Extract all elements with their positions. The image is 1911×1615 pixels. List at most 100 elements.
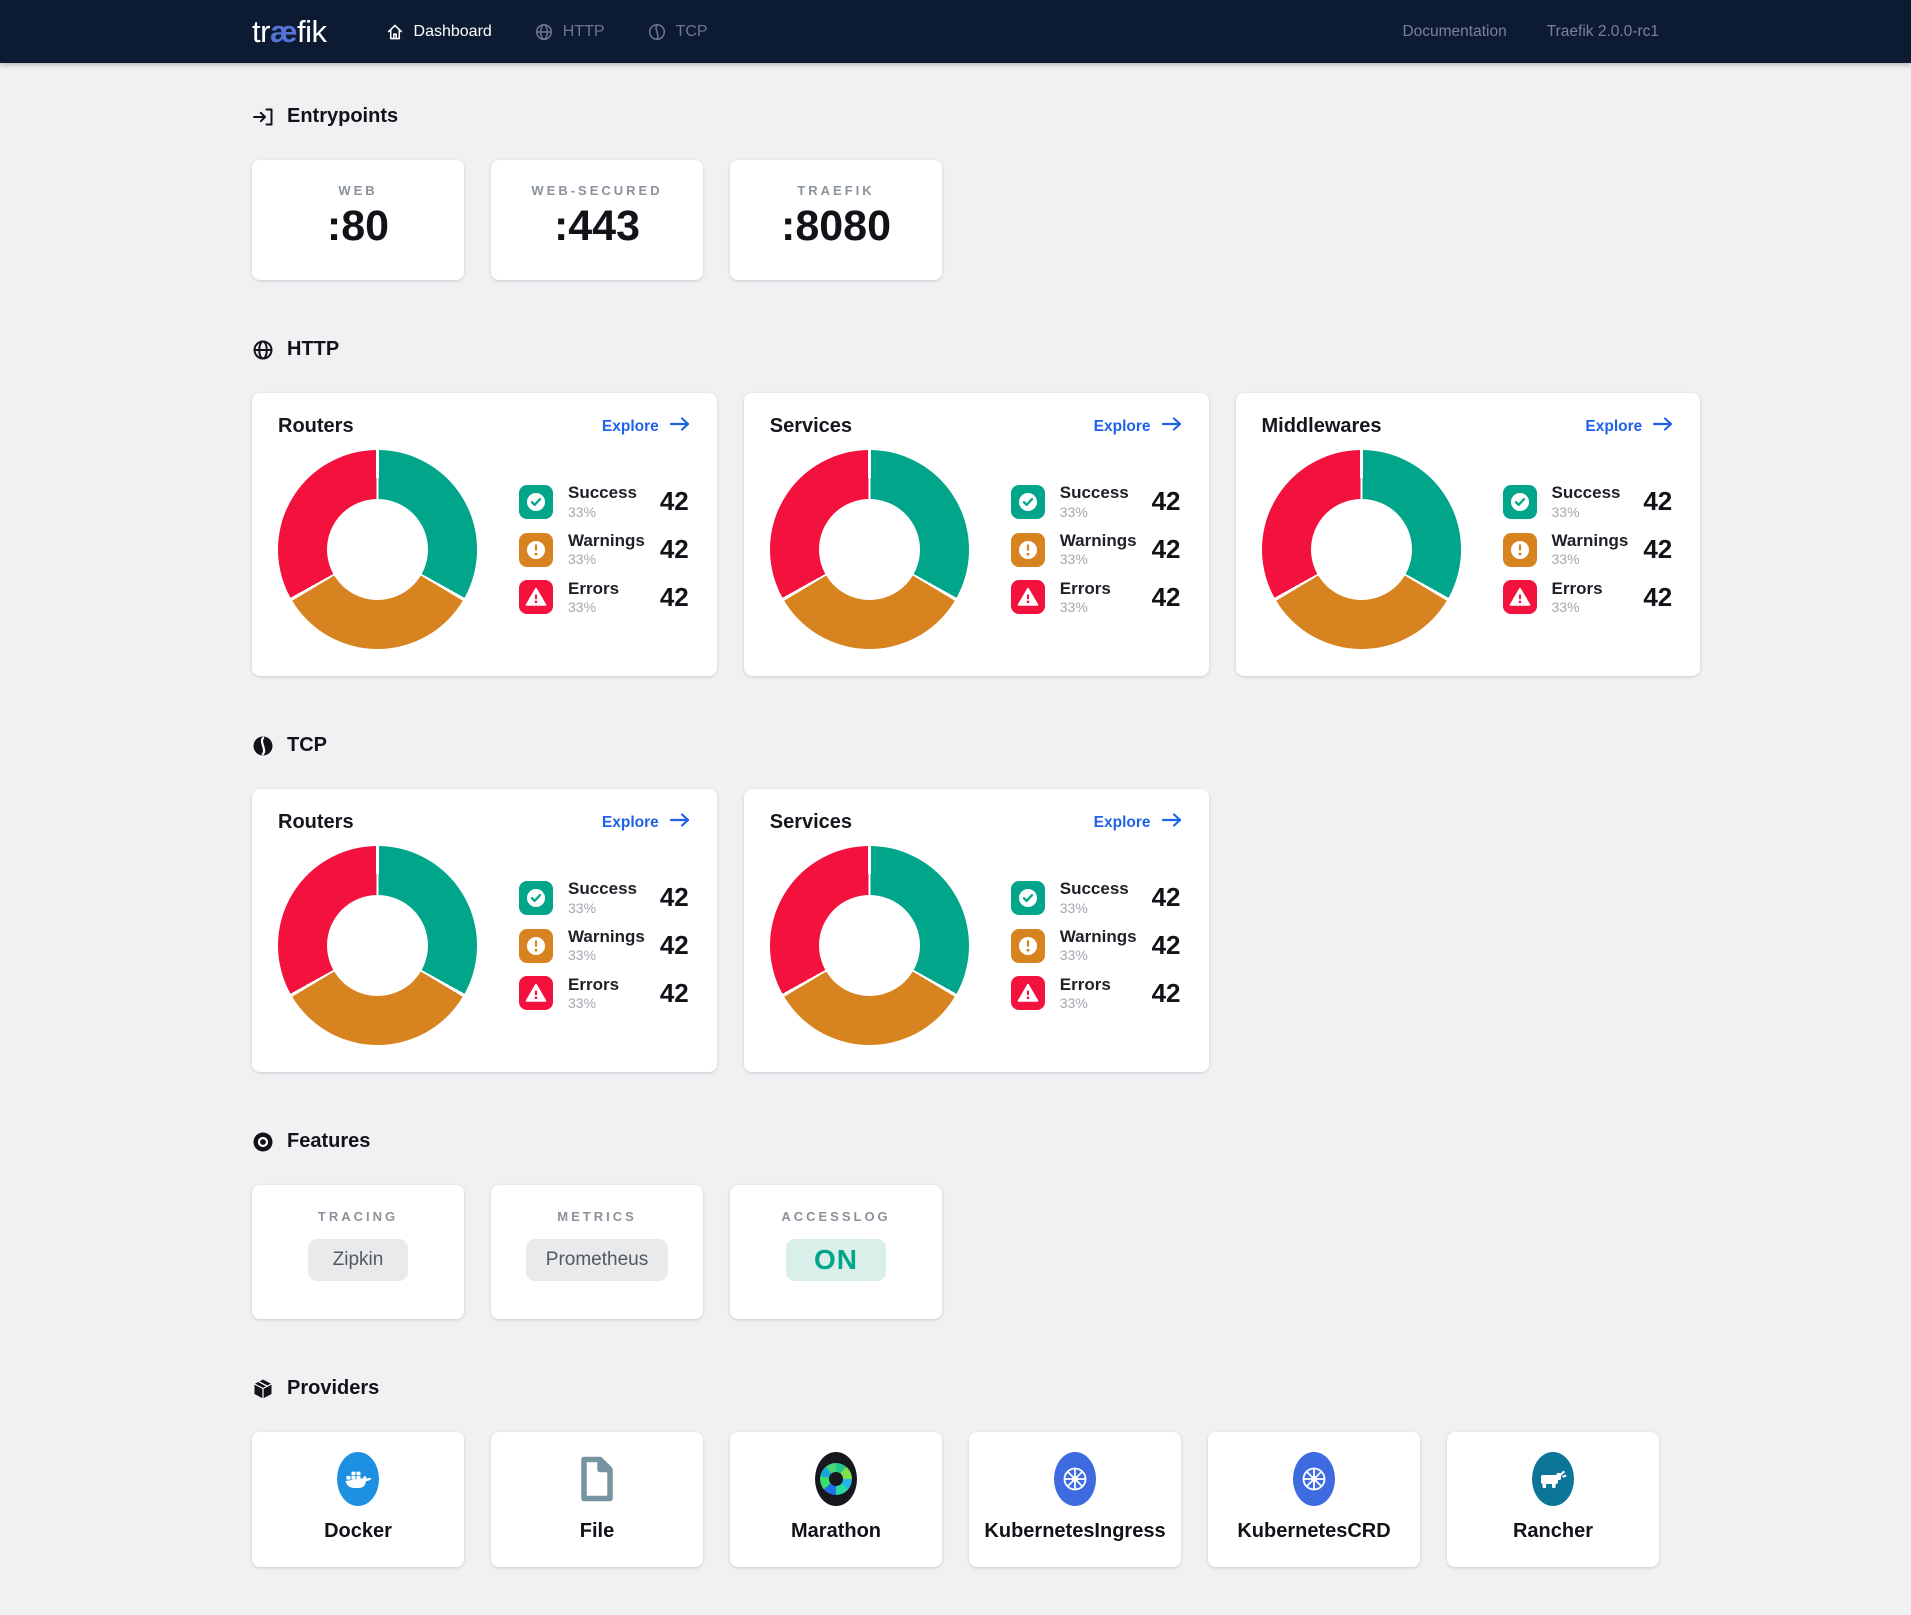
provider-card-marathon: Marathon: [730, 1432, 942, 1567]
nav-item-dashboard[interactable]: Dashboard: [385, 22, 492, 42]
tcp-section: TCP Routers Explore: [252, 734, 1659, 1072]
stat-row-success: Success 33% 42: [519, 482, 691, 521]
explore-link[interactable]: Explore: [1094, 812, 1183, 833]
donut-chart: [769, 450, 969, 649]
traefik-logo[interactable]: træfik: [252, 14, 327, 50]
nav-item-tcp[interactable]: TCP: [647, 22, 708, 42]
explore-label: Explore: [1585, 417, 1643, 435]
stat-percent: 33%: [568, 551, 597, 568]
stat-value: 42: [1151, 534, 1181, 564]
entrypoint-port: :443: [553, 202, 641, 250]
stat-label: Warnings: [1059, 531, 1137, 551]
success-check-icon: [1502, 484, 1537, 519]
stat-percent: 33%: [1059, 599, 1088, 616]
stat-value: 42: [1643, 581, 1673, 612]
entrypoint-label: TRAEFIK: [797, 183, 875, 198]
entrypoints-icon: [252, 106, 274, 128]
stat-percent: 33%: [1059, 551, 1088, 568]
provider-label: Docker: [324, 1520, 392, 1542]
arrow-right-icon: [669, 416, 691, 437]
stat-label: Errors: [1059, 578, 1111, 598]
stat-value: 42: [659, 930, 689, 960]
stat-percent: 33%: [1059, 899, 1088, 916]
section-title: TCP: [287, 734, 327, 756]
explore-label: Explore: [1093, 417, 1151, 435]
nav-item-label: HTTP: [562, 22, 605, 40]
stat-row-errors: Errors 33% 42: [519, 974, 691, 1013]
navbar: træfik Dashboard HTTP: [0, 0, 1911, 63]
section-title: Entrypoints: [287, 105, 399, 127]
stat-value: 42: [1151, 882, 1181, 913]
error-triangle-icon: [519, 976, 553, 1011]
feature-value-badge: ON: [786, 1239, 886, 1281]
nav-item-label: Dashboard: [413, 22, 492, 40]
stat-row-warnings: Warnings 33% 42: [1010, 530, 1183, 569]
feature-value-badge: Zipkin: [308, 1239, 408, 1281]
error-triangle-icon: [519, 580, 553, 615]
error-triangle-icon: [1010, 976, 1045, 1011]
kubernetes-icon: [1054, 1452, 1096, 1506]
stat-label: Errors: [568, 974, 620, 994]
stat-percent: 33%: [568, 947, 597, 964]
stat-value: 42: [1151, 486, 1181, 517]
donut-card: Routers Explore: [252, 789, 717, 1072]
provider-label: KubernetesIngress: [984, 1520, 1166, 1542]
arrow-right-icon: [1161, 416, 1183, 437]
logo-accent-text: æ: [269, 13, 298, 49]
globe-icon: [534, 22, 554, 42]
card-title: Services: [769, 811, 853, 833]
donut-chart: [278, 846, 477, 1045]
stat-value: 42: [659, 977, 689, 1008]
section-title: Providers: [287, 1377, 380, 1399]
explore-label: Explore: [601, 813, 659, 831]
error-triangle-icon: [1010, 580, 1045, 615]
arrow-right-icon: [669, 812, 691, 833]
donut-chart: [769, 846, 969, 1045]
version-link[interactable]: Traefik 2.0.0-rc1: [1546, 22, 1659, 40]
explore-link[interactable]: Explore: [602, 416, 691, 437]
donut-card: Routers Explore: [252, 393, 717, 676]
explore-link[interactable]: Explore: [1585, 416, 1674, 437]
stat-row-success: Success 33% 42: [1010, 482, 1183, 521]
providers-section: Providers Docker: [252, 1377, 1659, 1567]
donut-chart: [278, 450, 477, 649]
stat-label: Errors: [1059, 974, 1111, 994]
nav-item-http[interactable]: HTTP: [534, 22, 605, 42]
section-title: HTTP: [287, 338, 340, 360]
entrypoint-card-web-secured: WEB-SECURED :443: [491, 160, 703, 280]
feature-value-badge: Prometheus: [525, 1239, 669, 1281]
feature-card-metrics: METRICS Prometheus: [491, 1185, 703, 1319]
logo-text: fik: [297, 13, 327, 49]
docker-icon: [337, 1452, 379, 1506]
entrypoint-port: :8080: [781, 202, 891, 250]
explore-link[interactable]: Explore: [1094, 416, 1183, 437]
provider-label: KubernetesCRD: [1237, 1520, 1391, 1542]
explore-link[interactable]: Explore: [602, 812, 691, 833]
stat-percent: 33%: [1551, 551, 1580, 568]
stat-value: 42: [659, 581, 689, 612]
donut-chart: [1261, 450, 1461, 649]
donut-card: Services Explore: [743, 789, 1209, 1072]
stat-label: Success: [568, 879, 637, 899]
http-section: HTTP Routers Explore: [252, 338, 1701, 676]
stat-value: 42: [1151, 977, 1181, 1008]
stat-percent: 33%: [568, 599, 597, 616]
documentation-link[interactable]: Documentation: [1402, 22, 1507, 40]
stat-label: Errors: [1551, 578, 1603, 598]
features-icon: [252, 1131, 274, 1153]
entrypoint-label: WEB: [338, 183, 378, 198]
stats-list: Success 33% 42 Warnings: [1502, 482, 1675, 617]
arrow-right-icon: [1161, 812, 1183, 833]
provider-label: File: [579, 1520, 615, 1542]
stat-row-warnings: Warnings 33% 42: [519, 926, 691, 965]
stat-row-warnings: Warnings 33% 42: [1010, 926, 1183, 965]
stat-value: 42: [1151, 581, 1181, 612]
rancher-icon: [1532, 1452, 1574, 1506]
stat-row-errors: Errors 33% 42: [1502, 578, 1675, 617]
stat-label: Success: [1059, 483, 1129, 503]
feature-card-accesslog: ACCESSLOG ON: [730, 1185, 942, 1319]
entrypoint-card-web: WEB :80: [252, 160, 464, 280]
stats-list: Success 33% 42 Warnings: [519, 482, 691, 616]
stat-label: Warnings: [568, 531, 645, 551]
stat-value: 42: [1151, 930, 1181, 960]
